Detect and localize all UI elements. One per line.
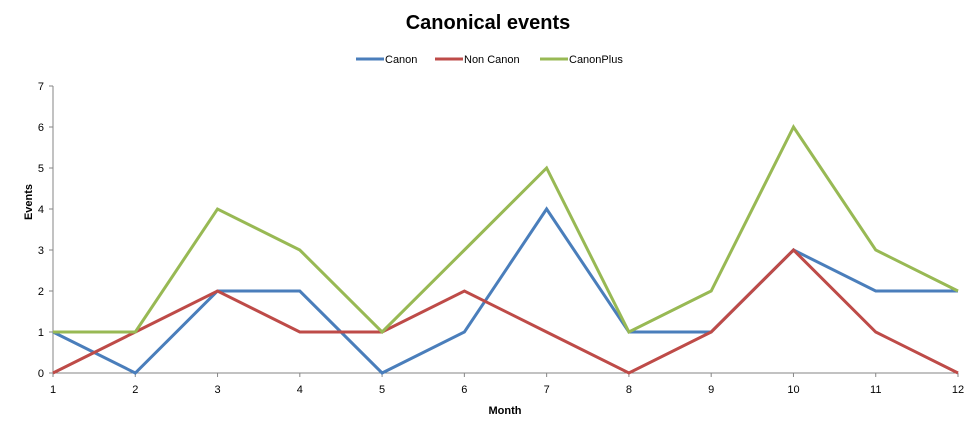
legend-item: Non Canon	[435, 54, 520, 66]
y-tick-label: 2	[38, 286, 44, 298]
y-tick-label: 3	[38, 245, 44, 257]
y-tick-label: 5	[38, 163, 44, 175]
x-tick-label: 11	[870, 384, 881, 396]
series-lines	[52, 124, 959, 375]
legend-item: CanonPlus	[540, 54, 623, 66]
legend-item: Canon	[356, 54, 417, 66]
legend-label: Canon	[385, 54, 417, 66]
x-tick-label: 6	[461, 384, 467, 396]
x-tick-label: 9	[708, 384, 714, 396]
x-tick-label: 1	[50, 384, 56, 396]
x-tick-label: 5	[379, 384, 385, 396]
x-tick-label: 8	[626, 384, 632, 396]
y-tick-label: 1	[38, 327, 44, 339]
y-tick-label: 0	[38, 368, 44, 380]
x-tick-label: 3	[214, 384, 220, 396]
x-tick-label: 4	[297, 384, 303, 396]
series-line-canonplus	[53, 124, 959, 335]
chart-title: Canonical events	[406, 12, 571, 34]
x-tick-label: 2	[132, 384, 138, 396]
legend: Canon Non Canon CanonPlus	[356, 54, 623, 66]
x-tick-label: 7	[544, 384, 550, 396]
y-tick-label: 4	[38, 204, 44, 216]
legend-label: Non Canon	[464, 54, 520, 66]
x-axis-label: Month	[489, 405, 522, 417]
y-axis-label: Events	[23, 184, 35, 220]
y-tick-label: 6	[38, 122, 44, 134]
series-line-non-canon	[52, 247, 959, 375]
series-line-canon	[52, 206, 958, 375]
y-tick-label: 7	[38, 81, 44, 93]
x-tick-label: 12	[952, 384, 964, 396]
legend-label: CanonPlus	[569, 54, 623, 66]
x-tick-label: 10	[787, 384, 799, 396]
